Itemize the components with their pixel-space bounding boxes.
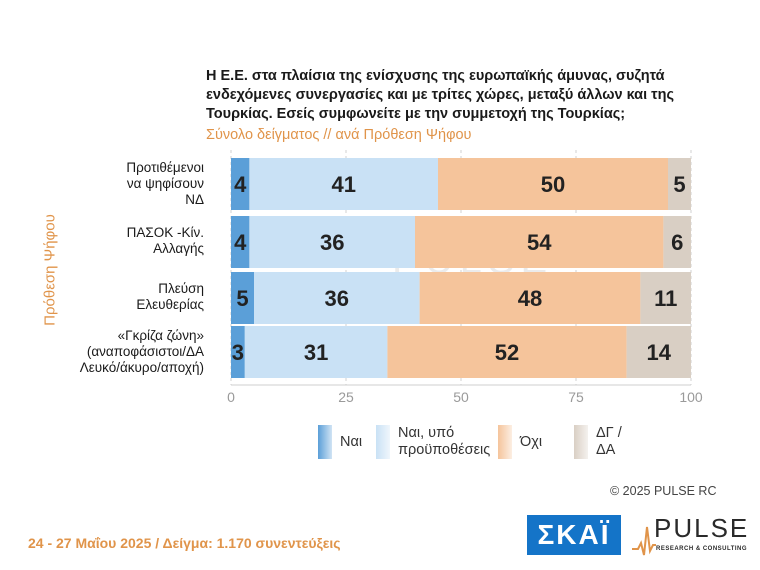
data-label: 31 [304, 340, 328, 365]
legend-label-yes-conditional: Ναι, υπό προϋποθέσεις [398, 425, 491, 458]
bar-segment [419, 272, 641, 324]
category-label: ΠΑΣΟΚ -Κίν. Αλλαγής [127, 225, 204, 257]
data-label: 14 [647, 340, 672, 365]
data-label: 41 [331, 172, 355, 197]
category-label-line: Ελευθερίας [136, 297, 204, 312]
category-label-line: ΠΑΣΟΚ -Κίν. [126, 225, 204, 240]
legend: Ναι Ναι, υπό προϋποθέσεις Όχι ΔΓ / ΔΑ [318, 425, 648, 465]
data-label: 11 [654, 286, 677, 311]
bar-segment [231, 326, 245, 378]
data-label: 48 [518, 286, 542, 311]
bar-segment [249, 158, 438, 210]
legend-item-yes: Ναι [318, 425, 362, 459]
category-label-line: Λευκό/άκυρο/αποχή) [79, 360, 204, 375]
data-label: 54 [527, 230, 552, 255]
bar-segment [231, 272, 254, 324]
bar-segment [415, 216, 664, 268]
x-tick-label: 50 [453, 389, 469, 405]
data-label: 5 [673, 172, 685, 197]
category-label: «Γκρίζα ζώνη» (αναποφάσιστοι/ΔΑ Λευκό/άκυρ… [80, 328, 204, 376]
legend-swatch-yes [318, 425, 332, 459]
category-label-line: Πλεύση [158, 281, 204, 296]
legend-swatch-no [498, 425, 512, 459]
bar-segment [438, 158, 668, 210]
pulse-logo: PULSE RESEARCH & CONSULTING [632, 513, 750, 557]
bar-segment [640, 272, 691, 324]
category-label: Πλεύση Ελευθερίας [136, 281, 204, 313]
category-label-line: Προτιθέμενοι [126, 160, 204, 175]
bar-segment [663, 216, 691, 268]
legend-label-yes: Ναι [340, 434, 363, 450]
legend-label-no: Όχι [520, 434, 543, 450]
data-label: 4 [234, 230, 247, 255]
data-label: 5 [236, 286, 248, 311]
data-label: 50 [541, 172, 565, 197]
bar-segment [244, 326, 388, 378]
data-label: 6 [671, 230, 683, 255]
bar-segment [387, 326, 627, 378]
bar-segment [231, 216, 250, 268]
footer-survey-info: 24 - 27 Μαΐου 2025 / Δείγμα: 1.170 συνεν… [28, 535, 341, 551]
bar-segment [668, 158, 691, 210]
chart-subtitle: Σύνολο δείγματος // ανά Πρόθεση Ψήφου [206, 127, 472, 143]
bar-segment [231, 158, 250, 210]
category-label-line: «Γκρίζα ζώνη» [117, 328, 204, 343]
data-label: 52 [495, 340, 519, 365]
x-tick-label: 100 [679, 389, 703, 405]
skai-logo: ΣΚΑΪ [527, 515, 621, 555]
copyright: © 2025 PULSE RC [610, 484, 717, 498]
category-label-line: (αναποφάσιστοι/ΔΑ [86, 344, 204, 359]
x-tick-label: 0 [227, 389, 235, 405]
data-label: 4 [234, 172, 247, 197]
category-label-line: Αλλαγής [153, 241, 204, 256]
data-label: 3 [232, 340, 244, 365]
legend-label-dk: ΔΓ / ΔΑ [596, 425, 622, 458]
pulse-wave-icon [632, 526, 656, 556]
bar-segment [249, 216, 415, 268]
legend-swatch-dk [574, 425, 588, 459]
data-label: 36 [325, 286, 349, 311]
bar-segment [626, 326, 691, 378]
data-label: 36 [320, 230, 344, 255]
category-label: Προτιθέμενοι να ψηφίσουν ΝΔ [126, 160, 204, 208]
legend-item-no: Όχι [498, 425, 542, 459]
legend-item-dk: ΔΓ / ΔΑ [574, 425, 630, 459]
chart-title: Η Ε.Ε. στα πλαίσια της ενίσχυσης της ευρ… [206, 68, 675, 122]
x-tick-label: 25 [338, 389, 354, 405]
category-label-line: ΝΔ [185, 192, 204, 207]
x-tick-label: 75 [568, 389, 584, 405]
pulse-logo-word: PULSE [654, 513, 750, 543]
category-label-line: να ψηφίσουν [126, 176, 204, 191]
pulse-logo-sub: RESEARCH & CONSULTING [656, 546, 748, 552]
bar-segment [254, 272, 420, 324]
legend-swatch-yes-conditional [376, 425, 390, 459]
legend-item-yes-conditional: Ναι, υπό προϋποθέσεις [376, 425, 494, 459]
